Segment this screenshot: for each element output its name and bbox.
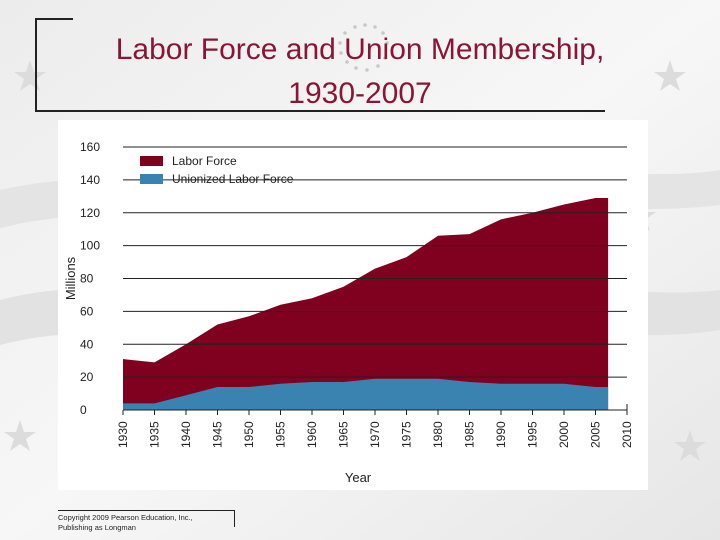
star-ring (338, 23, 389, 72)
x-tick-label-1950: 1950 (242, 421, 256, 448)
x-tick-label-2000: 2000 (557, 421, 571, 448)
x-tick-label-1970: 1970 (368, 421, 382, 448)
chart-panel: 0 20 40 60 80 100 120 140 160 1930 1935 1940 1945 195… (58, 120, 648, 490)
frame-vertical (35, 18, 37, 111)
x-tick-label-1955: 1955 (274, 421, 288, 448)
y-tick-label-140: 140 (80, 173, 100, 187)
x-tick-label-2005: 2005 (589, 421, 603, 448)
legend-swatch-1 (140, 174, 163, 184)
x-tick-label-1945: 1945 (211, 421, 225, 448)
legend-label-0: Labor Force (172, 154, 237, 168)
x-tick-label-1930: 1930 (116, 421, 130, 448)
x-tick-label-1995: 1995 (526, 421, 540, 448)
x-tick-label-1935: 1935 (148, 421, 162, 448)
y-tick-label-20: 20 (80, 370, 94, 384)
legend-swatch-0 (140, 156, 163, 166)
frame-top (35, 18, 73, 20)
y-tick-label-120: 120 (80, 206, 100, 220)
chart: 0 20 40 60 80 100 120 140 160 1930 1935 1940 1945 195… (63, 140, 634, 485)
legend-label-1: Unionized Labor Force (172, 172, 294, 186)
copyright-box (58, 510, 235, 527)
y-tick-label-40: 40 (80, 337, 94, 351)
slide-title-line2: 1930-2007 (288, 77, 432, 110)
x-tick-label-1960: 1960 (305, 421, 319, 448)
y-tick-label-0: 0 (80, 403, 87, 417)
y-tick-label-60: 60 (80, 304, 94, 318)
x-tick-label-1985: 1985 (463, 421, 477, 448)
x-tick-label-1990: 1990 (494, 421, 508, 448)
x-tick-label-2010: 2010 (620, 421, 634, 448)
slide-title-line1: Labor Force and Union Membership, (115, 33, 605, 66)
series-area-1 (123, 378, 609, 410)
y-tick-label-160: 160 (80, 140, 100, 154)
y-tick-label-80: 80 (80, 272, 94, 286)
copyright-line1: Copyright 2009 Pearson Education, Inc., (58, 513, 193, 522)
series-area-0 (123, 197, 609, 410)
x-tick-label-1965: 1965 (337, 421, 351, 448)
y-axis-title: Millions (63, 256, 78, 300)
copyright-notice: Copyright 2009 Pearson Education, Inc., … (58, 513, 238, 533)
x-tick-label-1940: 1940 (179, 421, 193, 448)
copyright-line2: Publishing as Longman (58, 523, 136, 532)
y-tick-label-100: 100 (80, 239, 100, 253)
frame-bottom (35, 110, 605, 112)
x-tick-label-1975: 1975 (400, 421, 414, 448)
x-axis-title: Year (345, 470, 372, 485)
x-tick-label-1980: 1980 (431, 421, 445, 448)
slide-title: Labor Force and Union Membership, 1930-2… (70, 28, 650, 116)
